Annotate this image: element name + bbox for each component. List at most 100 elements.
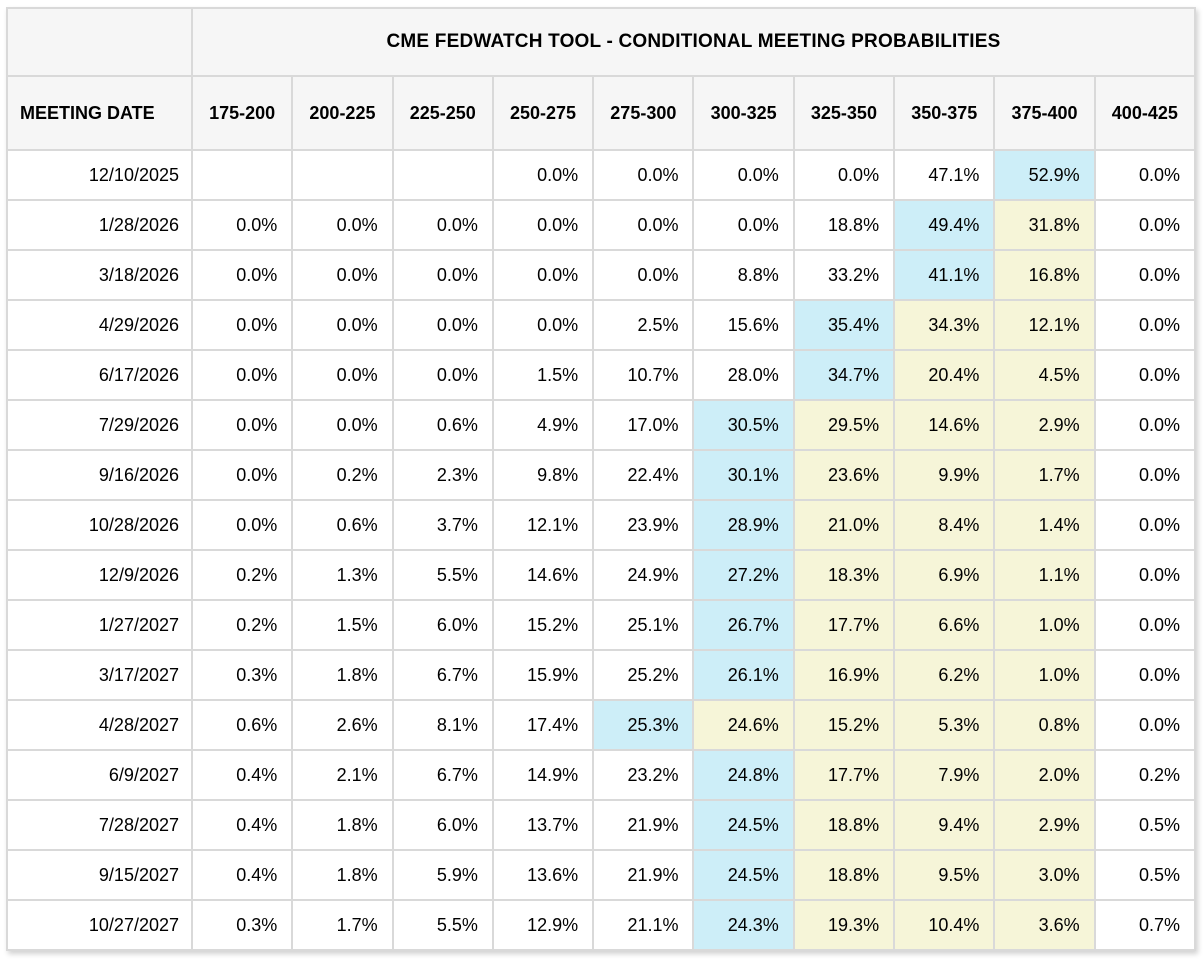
probability-cell: 0.0% xyxy=(1093,449,1197,501)
meeting-date-cell: 3/17/2027 xyxy=(6,649,193,701)
meeting-date-cell: 12/9/2026 xyxy=(6,549,193,601)
meeting-date-cell: 3/18/2026 xyxy=(6,249,193,301)
probability-cell: 3.0% xyxy=(993,849,1096,901)
column-header-275-300: 275-300 xyxy=(592,75,695,151)
probability-cell: 3.7% xyxy=(391,499,494,551)
probability-cell: 24.9% xyxy=(592,549,695,601)
meeting-date-cell: 1/27/2027 xyxy=(6,599,193,651)
meeting-date-cell: 7/28/2027 xyxy=(6,799,193,851)
table-title: CME FEDWATCH TOOL - CONDITIONAL MEETING … xyxy=(191,7,1196,77)
probability-cell: 6.7% xyxy=(391,749,494,801)
probability-cell: 0.0% xyxy=(291,249,394,301)
probability-cell: 2.9% xyxy=(993,399,1096,451)
probability-cell: 0.0% xyxy=(190,199,294,251)
probability-cell: 0.0% xyxy=(592,149,695,201)
probability-cell: 0.0% xyxy=(1093,299,1197,351)
probability-cell: 10.7% xyxy=(592,349,695,401)
probability-cell: 0.0% xyxy=(391,299,494,351)
table-row: 3/18/2026 0.0% 0.0% 0.0% 0.0% 0.0% 8.8% 33.2% 41… xyxy=(6,249,1197,301)
probability-cell: 15.9% xyxy=(491,649,595,701)
table-row: 10/28/2026 0.0% 0.6% 3.7% 12.1% 23.9% 28.9% 21.… xyxy=(6,499,1197,551)
probability-cell: 2.5% xyxy=(592,299,695,351)
probability-cell: 15.2% xyxy=(491,599,595,651)
probability-cell: 7.9% xyxy=(893,749,996,801)
probability-cell: 9.4% xyxy=(893,799,996,851)
probability-cell: 0.5% xyxy=(1093,799,1197,851)
probability-cell: 19.3% xyxy=(792,899,896,951)
probability-cell: 0.0% xyxy=(1093,599,1197,651)
probability-cell: 0.0% xyxy=(391,199,494,251)
title-row: CME FEDWATCH TOOL - CONDITIONAL MEETING … xyxy=(6,7,1196,77)
probability-cell: 6.7% xyxy=(391,649,494,701)
meeting-date-cell: 10/27/2027 xyxy=(6,899,193,951)
probability-cell: 15.6% xyxy=(692,299,795,351)
probability-cell: 17.7% xyxy=(792,749,896,801)
probability-cell: 0.5% xyxy=(1093,849,1197,901)
table-row: 12/10/2025 0.0% 0.0% 0.0% 0.0% 47.1% 52.9% 0.0% xyxy=(6,149,1197,201)
probability-cell: 1.5% xyxy=(291,599,394,651)
probability-cell: 0.4% xyxy=(190,749,294,801)
probability-cell: 6.0% xyxy=(391,799,494,851)
probability-cell: 14.6% xyxy=(893,399,996,451)
probability-cell: 15.2% xyxy=(792,699,896,751)
probability-cell: 0.0% xyxy=(190,349,294,401)
probability-cell: 24.6% xyxy=(692,699,795,751)
probability-cell: 6.0% xyxy=(391,599,494,651)
probability-cell: 0.0% xyxy=(1093,249,1197,301)
table-row: 1/27/2027 0.2% 1.5% 6.0% 15.2% 25.1% 26.7% 17.7… xyxy=(6,599,1197,651)
probability-cell: 14.9% xyxy=(491,749,595,801)
probability-cell: 0.8% xyxy=(993,699,1096,751)
probability-cell: 31.8% xyxy=(993,199,1096,251)
probability-cell: 0.0% xyxy=(1093,699,1197,751)
probability-cell: 2.3% xyxy=(391,449,494,501)
probability-cell: 0.0% xyxy=(491,249,595,301)
probability-cell: 35.4% xyxy=(792,299,896,351)
column-header-350-375: 350-375 xyxy=(893,75,996,151)
column-header-400-425: 400-425 xyxy=(1093,75,1197,151)
probability-cell: 17.0% xyxy=(592,399,695,451)
probability-cell: 12.1% xyxy=(993,299,1096,351)
probability-cell: 30.1% xyxy=(692,449,795,501)
meeting-date-cell: 4/29/2026 xyxy=(6,299,193,351)
probability-cell: 23.9% xyxy=(592,499,695,551)
probability-cell: 0.2% xyxy=(1093,749,1197,801)
probability-cell: 6.9% xyxy=(893,549,996,601)
probability-cell: 6.6% xyxy=(893,599,996,651)
probability-cell: 0.0% xyxy=(592,249,695,301)
probability-cell: 9.5% xyxy=(893,849,996,901)
probability-cell: 0.4% xyxy=(190,849,294,901)
probability-cell: 23.6% xyxy=(792,449,896,501)
corner-cell xyxy=(6,7,193,77)
table-row: 6/17/2026 0.0% 0.0% 0.0% 1.5% 10.7% 28.0% 34.7%… xyxy=(6,349,1197,401)
probability-cell: 17.4% xyxy=(491,699,595,751)
probability-cell: 41.1% xyxy=(893,249,996,301)
probability-cell: 1.1% xyxy=(993,549,1096,601)
probability-cell: 5.5% xyxy=(391,549,494,601)
table-row: 9/15/2027 0.4% 1.8% 5.9% 13.6% 21.9% 24.5% 18.8… xyxy=(6,849,1197,901)
probability-cell: 1.8% xyxy=(291,799,394,851)
probability-cell: 0.0% xyxy=(291,349,394,401)
probability-cell: 0.0% xyxy=(391,349,494,401)
column-header-300-325: 300-325 xyxy=(692,75,795,151)
meeting-date-cell: 10/28/2026 xyxy=(6,499,193,551)
table-row: 4/29/2026 0.0% 0.0% 0.0% 0.0% 2.5% 15.6% 35.4% 3… xyxy=(6,299,1197,351)
probability-cell: 34.7% xyxy=(792,349,896,401)
probability-cell: 24.5% xyxy=(692,799,795,851)
probability-cell: 16.9% xyxy=(792,649,896,701)
probability-cell: 0.0% xyxy=(792,149,896,201)
table-row: 7/29/2026 0.0% 0.0% 0.6% 4.9% 17.0% 30.5% 29.5%… xyxy=(6,399,1197,451)
probability-cell xyxy=(291,149,394,201)
probability-cell: 25.1% xyxy=(592,599,695,651)
probability-cell: 0.2% xyxy=(291,449,394,501)
probability-cell: 4.5% xyxy=(993,349,1096,401)
meeting-date-cell: 7/29/2026 xyxy=(6,399,193,451)
probability-cell: 1.5% xyxy=(491,349,595,401)
probability-cell: 5.5% xyxy=(391,899,494,951)
probability-cell: 0.0% xyxy=(291,399,394,451)
probability-cell: 12.9% xyxy=(491,899,595,951)
probability-cell: 21.9% xyxy=(592,799,695,851)
conditional-meeting-probabilities-table: CME FEDWATCH TOOL - CONDITIONAL MEETING … xyxy=(6,7,1197,951)
probability-cell: 34.3% xyxy=(893,299,996,351)
probability-cell: 4.9% xyxy=(491,399,595,451)
